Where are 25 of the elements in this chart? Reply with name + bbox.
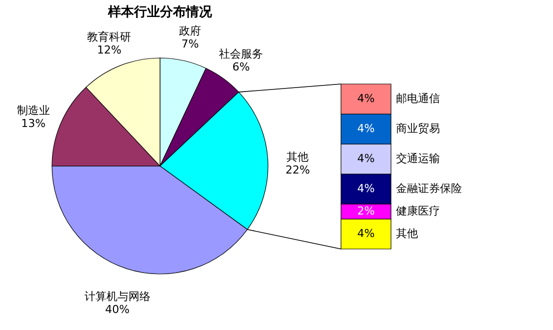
data-label: 2% [357,204,375,218]
data-label: 4% [357,152,375,165]
data-label: 6% [232,60,250,74]
series-label: 交通运输 [396,152,440,165]
data-label: 4% [357,122,375,135]
data-label: 7% [181,37,199,50]
data-label: 22% [286,163,310,176]
data-label: 4% [357,92,375,105]
series-label: 金融证券保险 [396,182,462,195]
data-label: 13% [21,117,46,130]
slice-label: 教育科研 [87,30,132,44]
slice-label: 其他 [286,150,309,164]
slice-label: 社会服务 [219,47,264,60]
series-label: 健康医疗 [396,204,440,218]
data-label: 4% [357,182,375,195]
data-label: 4% [357,227,375,240]
chart-title: 样本行业分布情况 [107,5,213,20]
slice-label: 计算机与网络 [84,290,150,304]
series-label: 邮电通信 [396,92,440,105]
series-label: 商业贸易 [396,122,440,135]
data-label: 12% [96,44,122,57]
series-label: 其他 [396,227,418,240]
slice-label: 制造业 [16,104,50,118]
slice-label: 政府 [179,24,202,38]
data-label: 40% [105,303,130,316]
